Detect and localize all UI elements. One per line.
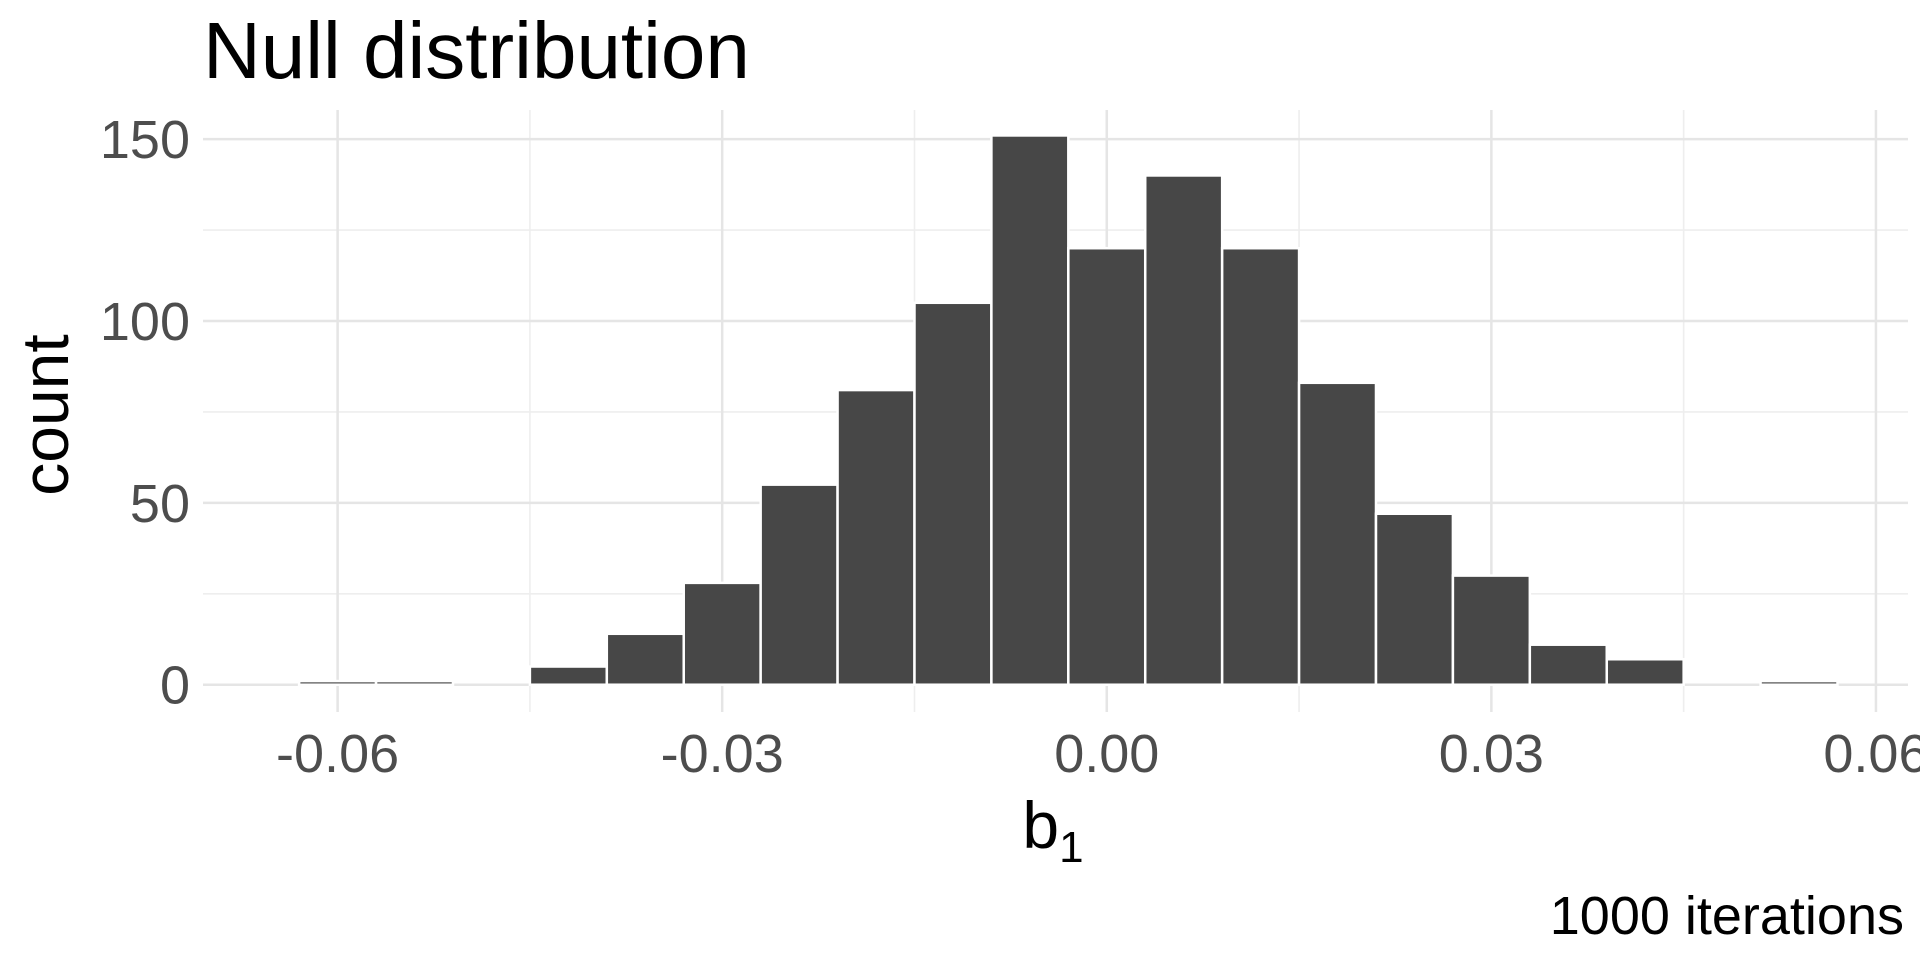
- histogram-bar: [990, 134, 1070, 686]
- histogram-bar: [1528, 643, 1608, 686]
- histogram-bar: [1220, 246, 1301, 686]
- histogram-bar: [1759, 679, 1839, 686]
- histogram-bar: [913, 301, 993, 686]
- histogram-bar: [297, 679, 378, 686]
- histogram-bar: [1143, 174, 1224, 686]
- y-tick-label: 50: [130, 474, 190, 534]
- x-axis-title-subscript: 1: [1059, 823, 1083, 872]
- histogram-bar: [1605, 658, 1685, 686]
- histogram-bar: [1374, 512, 1455, 686]
- histogram-bar: [1451, 574, 1532, 686]
- x-tick-label: -0.06: [276, 724, 399, 784]
- x-tick-label: 0.03: [1439, 724, 1544, 784]
- x-tick-label: -0.03: [661, 724, 784, 784]
- y-axis-title: count: [8, 334, 82, 495]
- histogram-bar: [682, 581, 762, 686]
- histogram-bar: [374, 679, 455, 686]
- y-tick-label: 150: [100, 110, 190, 170]
- histogram-bar: [836, 388, 916, 686]
- histogram-bar: [528, 665, 609, 686]
- histogram-bar: [605, 632, 685, 686]
- tick-labels: -0.06 -0.03 0.00 0.03 0.06 0 50 100 150: [100, 110, 1920, 784]
- histogram-bar: [1067, 246, 1147, 686]
- chart-caption: 1000 iterations: [1550, 886, 1904, 946]
- y-tick-label: 100: [100, 292, 190, 352]
- x-tick-label: 0.06: [1823, 724, 1920, 784]
- bars: [297, 134, 1839, 686]
- chart-title: Null distribution: [203, 6, 750, 95]
- y-tick-label: 0: [160, 656, 190, 716]
- x-tick-label: 0.00: [1054, 724, 1159, 784]
- x-axis-title: b1: [1022, 788, 1083, 872]
- histogram-bar: [759, 483, 839, 686]
- histogram-bar: [1297, 381, 1378, 686]
- x-axis-title-main: b: [1022, 788, 1059, 862]
